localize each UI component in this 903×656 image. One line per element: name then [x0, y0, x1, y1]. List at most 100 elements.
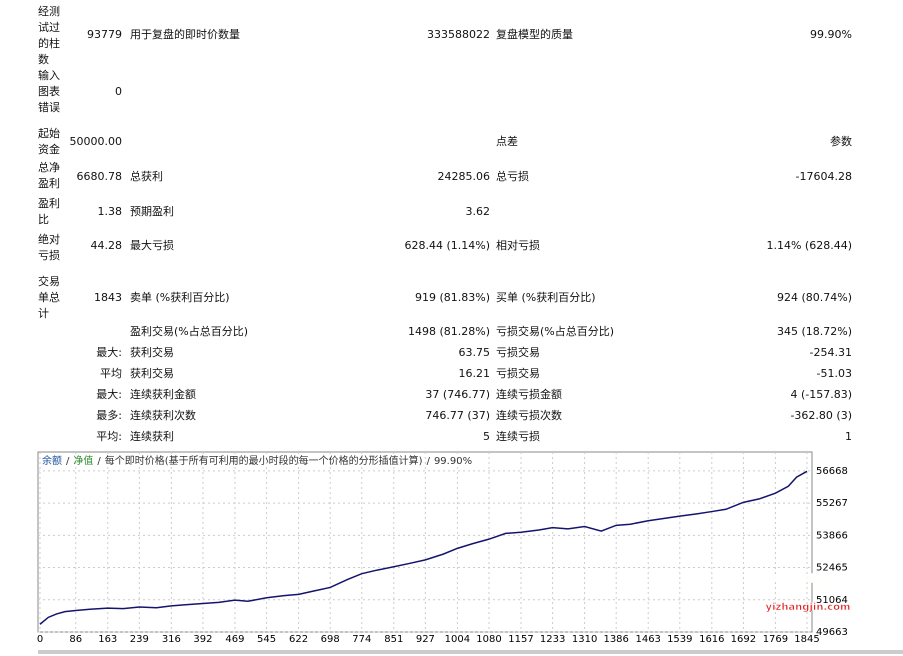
- row-label: 用于复盘的即时价数量: [130, 28, 240, 41]
- row-label: 绝对亏损: [38, 233, 60, 262]
- row-value: 628.44 (1.14%): [404, 239, 490, 252]
- legend-text: 每个即时价格(基于所有可利用的最小时段的每一个价格的分形插值计算): [105, 454, 423, 467]
- x-tick-label: 1692: [731, 634, 756, 645]
- row-label: 获利交易: [130, 367, 174, 380]
- x-tick-label: 1004: [445, 634, 470, 645]
- x-tick-label: 1080: [476, 634, 501, 645]
- y-tick-label: 49663: [816, 627, 848, 638]
- row-value: 37 (746.77): [425, 388, 490, 401]
- x-tick-label: 1463: [635, 634, 660, 645]
- row-label: 连续获利次数: [130, 409, 196, 422]
- row-value: 1: [845, 430, 852, 443]
- row-label: 总获利: [130, 170, 163, 183]
- row-value: 50000.00: [69, 135, 123, 148]
- row-sublabel: 平均: [100, 367, 122, 380]
- x-tick-label: 774: [352, 634, 371, 645]
- row-label: 卖单 (%获利百分比): [130, 291, 230, 304]
- x-tick-label: 0: [37, 634, 43, 645]
- legend-text: /: [66, 456, 70, 467]
- row-value: -51.03: [816, 367, 852, 380]
- legend-text: /: [427, 456, 431, 467]
- x-tick-label: 239: [130, 634, 149, 645]
- row-value: 1.14% (628.44): [766, 239, 852, 252]
- row-value: -362.80 (3): [790, 409, 852, 422]
- row-value: 44.28: [90, 239, 123, 252]
- row-value: 24285.06: [437, 170, 491, 183]
- row-label: 连续获利: [130, 430, 174, 443]
- row-label: 连续亏损次数: [496, 409, 562, 422]
- x-tick-label: 851: [384, 634, 403, 645]
- row-label: 最大亏损: [130, 239, 174, 252]
- row-label: 买单 (%获利百分比): [496, 291, 596, 304]
- row-value: -254.31: [809, 346, 852, 359]
- row-label: 相对亏损: [496, 239, 540, 252]
- y-tick-label: 55267: [816, 498, 848, 509]
- bottom-bar: [38, 650, 903, 654]
- legend-text: /: [97, 456, 101, 467]
- row-value: 参数: [830, 135, 852, 148]
- y-tick-label: 52465: [816, 563, 848, 574]
- x-tick-label: 545: [257, 634, 276, 645]
- row-label: 总净盈利: [38, 161, 60, 190]
- row-value: 4 (-157.83): [790, 388, 852, 401]
- row-value: 3.62: [465, 205, 491, 218]
- row-value: 99.90%: [810, 28, 852, 41]
- y-tick-label: 56668: [816, 466, 848, 477]
- row-value: 1498 (81.28%): [407, 325, 490, 338]
- row-value: 93779: [87, 28, 122, 41]
- x-tick-label: 927: [416, 634, 435, 645]
- x-tick-label: 1539: [667, 634, 692, 645]
- row-value: 1.38: [97, 205, 123, 218]
- row-label: 连续亏损: [496, 430, 540, 443]
- row-label: 亏损交易(%占总百分比): [496, 325, 615, 338]
- row-sublabel: 最大:: [96, 388, 122, 401]
- x-tick-label: 1233: [540, 634, 565, 645]
- row-sublabel: 最多:: [96, 409, 122, 422]
- watermark: yizhangjin.com: [766, 602, 851, 613]
- row-value: -17604.28: [795, 170, 852, 183]
- x-tick-label: 163: [98, 634, 117, 645]
- legend-text: 余额: [42, 454, 62, 467]
- row-label: 经测试过的柱数: [38, 5, 60, 66]
- row-label: 盈利比: [38, 197, 60, 226]
- row-sublabel: 平均:: [96, 430, 122, 443]
- watermark: 一掌金外汇资源网: [768, 572, 848, 585]
- legend-text: 99.90%: [434, 456, 472, 467]
- row-label: 获利交易: [130, 346, 174, 359]
- row-value: 63.75: [458, 346, 491, 359]
- row-label: 交易单总计: [38, 275, 60, 320]
- row-value: 0: [115, 85, 122, 98]
- row-label: 输入图表错误: [38, 69, 60, 114]
- row-value: 1843: [94, 291, 122, 304]
- row-label: 连续亏损金额: [496, 388, 562, 401]
- row-value: 919 (81.83%): [414, 291, 490, 304]
- row-value: 345 (18.72%): [776, 325, 852, 338]
- row-value: 6680.78: [76, 170, 123, 183]
- x-tick-label: 86: [69, 634, 82, 645]
- row-label: 点差: [496, 135, 518, 148]
- x-tick-label: 698: [321, 634, 340, 645]
- row-label: 盈利交易(%占总百分比): [130, 325, 249, 338]
- balance-line: [39, 470, 808, 625]
- x-tick-label: 1310: [572, 634, 597, 645]
- row-label: 亏损交易: [496, 346, 540, 359]
- x-tick-label: 1769: [763, 634, 788, 645]
- row-label: 复盘模型的质量: [496, 28, 573, 41]
- row-value: 746.77 (37): [425, 409, 490, 422]
- row-sublabel: 最大:: [96, 346, 122, 359]
- row-value: 5: [483, 430, 490, 443]
- row-label: 起始资金: [38, 127, 60, 156]
- y-tick-label: 51064: [816, 595, 848, 606]
- x-tick-label: 469: [225, 634, 244, 645]
- row-label: 总亏损: [496, 170, 529, 183]
- x-tick-label: 1157: [508, 634, 533, 645]
- row-value: 16.21: [458, 367, 491, 380]
- legend-text: 净值: [73, 454, 93, 467]
- x-tick-label: 1386: [603, 634, 628, 645]
- row-label: 亏损交易: [496, 367, 540, 380]
- x-tick-label: 622: [289, 634, 308, 645]
- row-value: 924 (80.74%): [776, 291, 852, 304]
- x-tick-label: 1845: [794, 634, 819, 645]
